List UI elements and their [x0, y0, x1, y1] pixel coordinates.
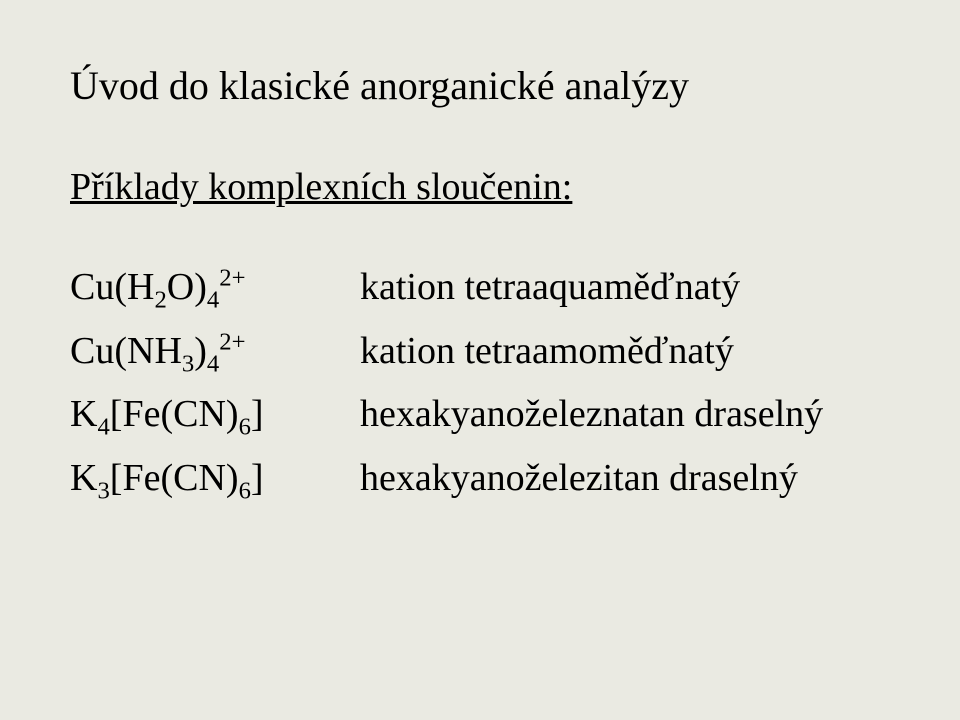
compound-name: kation tetraamoměďnatý [360, 330, 734, 372]
formula-sub: 4 [207, 287, 219, 314]
formula-sub: 4 [207, 350, 219, 377]
page-title: Úvod do klasické anorganické analýzy [70, 62, 890, 109]
formula: K4[Fe(CN)6] [70, 393, 264, 435]
formula-sub: 3 [97, 477, 109, 504]
slide: Úvod do klasické anorganické analýzy Pří… [0, 0, 960, 720]
formula-part: [Fe(CN) [110, 393, 239, 435]
compound-name: hexakyanoželeznatan draselný [360, 393, 823, 435]
formula-part: ) [194, 330, 207, 372]
subtitle: Příklady komplexních sloučenin: [70, 165, 890, 209]
formula-part: ] [251, 393, 264, 435]
formula-part: ] [251, 457, 264, 499]
compound-name: hexakyanoželezitan draselný [360, 457, 798, 499]
formula-sup: 2+ [219, 264, 245, 291]
formula-sub: 6 [239, 414, 251, 441]
formula-part: Cu(NH [70, 330, 182, 372]
formula-sub: 6 [239, 477, 251, 504]
compound-row: K4[Fe(CN)6] hexakyanoželeznatan draselný [70, 392, 890, 438]
formula-part: Cu(H [70, 266, 154, 308]
formula-sup: 2+ [219, 328, 245, 355]
formula-sub: 4 [97, 414, 109, 441]
formula-sub: 2 [154, 287, 166, 314]
formula-part: K [70, 393, 97, 435]
formula-part: O) [167, 266, 207, 308]
formula-part: K [70, 457, 97, 499]
compound-name: kation tetraaquaměďnatý [360, 266, 740, 308]
formula: Cu(H2O)42+ [70, 266, 246, 308]
compound-row: K3[Fe(CN)6] hexakyanoželezitan draselný [70, 456, 890, 502]
formula-part: [Fe(CN) [110, 457, 239, 499]
formula: Cu(NH3)42+ [70, 330, 246, 372]
compound-row: Cu(NH3)42+ kation tetraamoměďnatý [70, 329, 890, 375]
compound-row: Cu(H2O)42+ kation tetraaquaměďnatý [70, 265, 890, 311]
formula: K3[Fe(CN)6] [70, 457, 264, 499]
formula-sub: 3 [182, 350, 194, 377]
